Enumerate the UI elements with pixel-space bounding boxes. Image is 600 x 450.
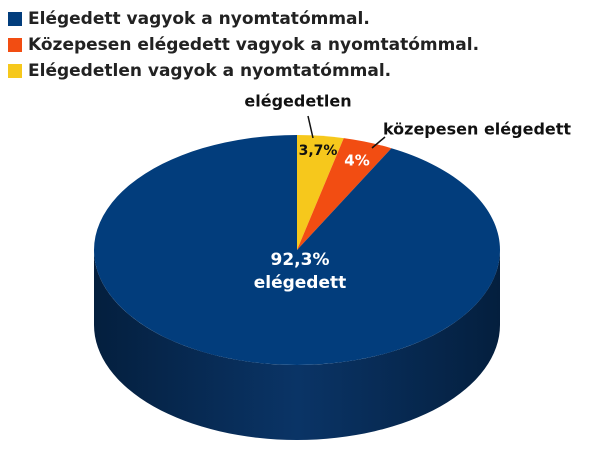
legend-label: Elégedett vagyok a nyomtatómmal. <box>28 9 370 29</box>
pie-slice <box>297 135 344 250</box>
legend-label: Elégedetlen vagyok a nyomtatómmal. <box>28 61 391 81</box>
pie-side <box>94 250 500 440</box>
value-label: 3,7% <box>299 143 338 159</box>
legend-label: Közepesen elégedett vagyok a nyomtatómma… <box>28 35 479 55</box>
category-label: elégedetlen <box>244 92 351 111</box>
pie-slice <box>297 138 392 250</box>
legend-swatch <box>8 12 22 26</box>
value-label: 4% <box>344 152 369 170</box>
pie-slice <box>93 135 501 365</box>
category-label: közepesen elégedett <box>383 120 571 139</box>
callout-line <box>307 115 314 139</box>
value-label: 92,3% <box>271 250 330 270</box>
legend-swatch <box>8 64 22 78</box>
category-label: elégedett <box>254 273 347 293</box>
callout-line <box>371 136 386 149</box>
legend-swatch <box>8 38 22 52</box>
